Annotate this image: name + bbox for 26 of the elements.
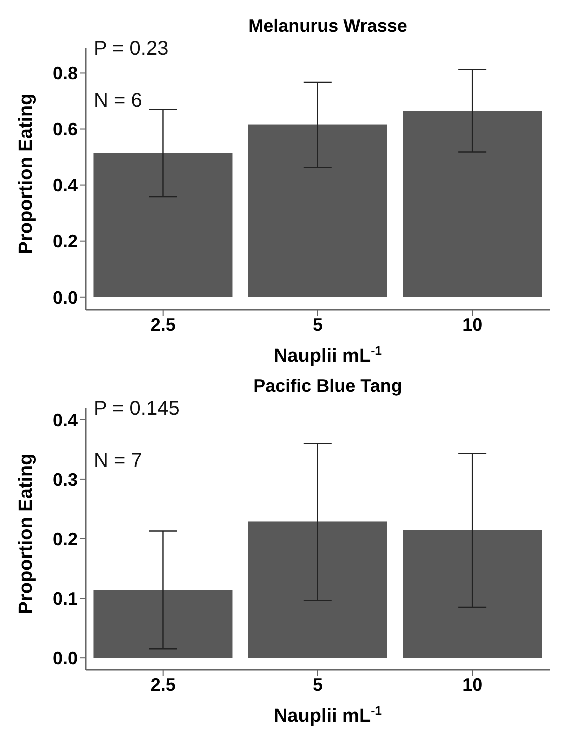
x-axis-title: Nauplii mL$^{-1}$ <box>274 704 382 727</box>
x-tick-label: 2.5 <box>150 314 176 335</box>
x-tick-label: 5 <box>312 674 324 695</box>
x-tick-label: 10 <box>462 674 483 695</box>
y-tick-label: 0.6 <box>52 120 78 140</box>
x-tick-label: 10 <box>462 314 483 335</box>
chart-title: Pacific Blue Tang <box>254 376 402 396</box>
x-tick-label: 5 <box>312 314 324 335</box>
y-axis-title: Proportion Eating <box>16 94 37 254</box>
x-axis-title: Nauplii mL$^{-1}$ <box>274 344 382 367</box>
y-tick-label: 0.4 <box>52 410 78 430</box>
annotation: N = 7 <box>94 450 142 473</box>
y-tick-label: 0.3 <box>52 470 78 490</box>
x-tick-label: 2.5 <box>150 674 176 695</box>
y-tick-label: 0.2 <box>52 529 78 550</box>
y-axis-title: Proportion Eating <box>16 454 37 614</box>
chart-title: Melanurus Wrasse <box>248 16 408 36</box>
annotation: P = 0.145 <box>94 398 180 421</box>
y-tick-label: 0.0 <box>52 648 78 668</box>
annotation: P = 0.23 <box>94 38 169 61</box>
y-tick-label: 0.8 <box>52 64 78 84</box>
annotation: N = 6 <box>94 90 142 113</box>
y-tick-label: 0.0 <box>52 288 78 308</box>
y-tick-label: 0.2 <box>52 232 78 252</box>
y-tick-label: 0.1 <box>52 588 78 609</box>
y-tick-label: 0.4 <box>52 176 78 196</box>
